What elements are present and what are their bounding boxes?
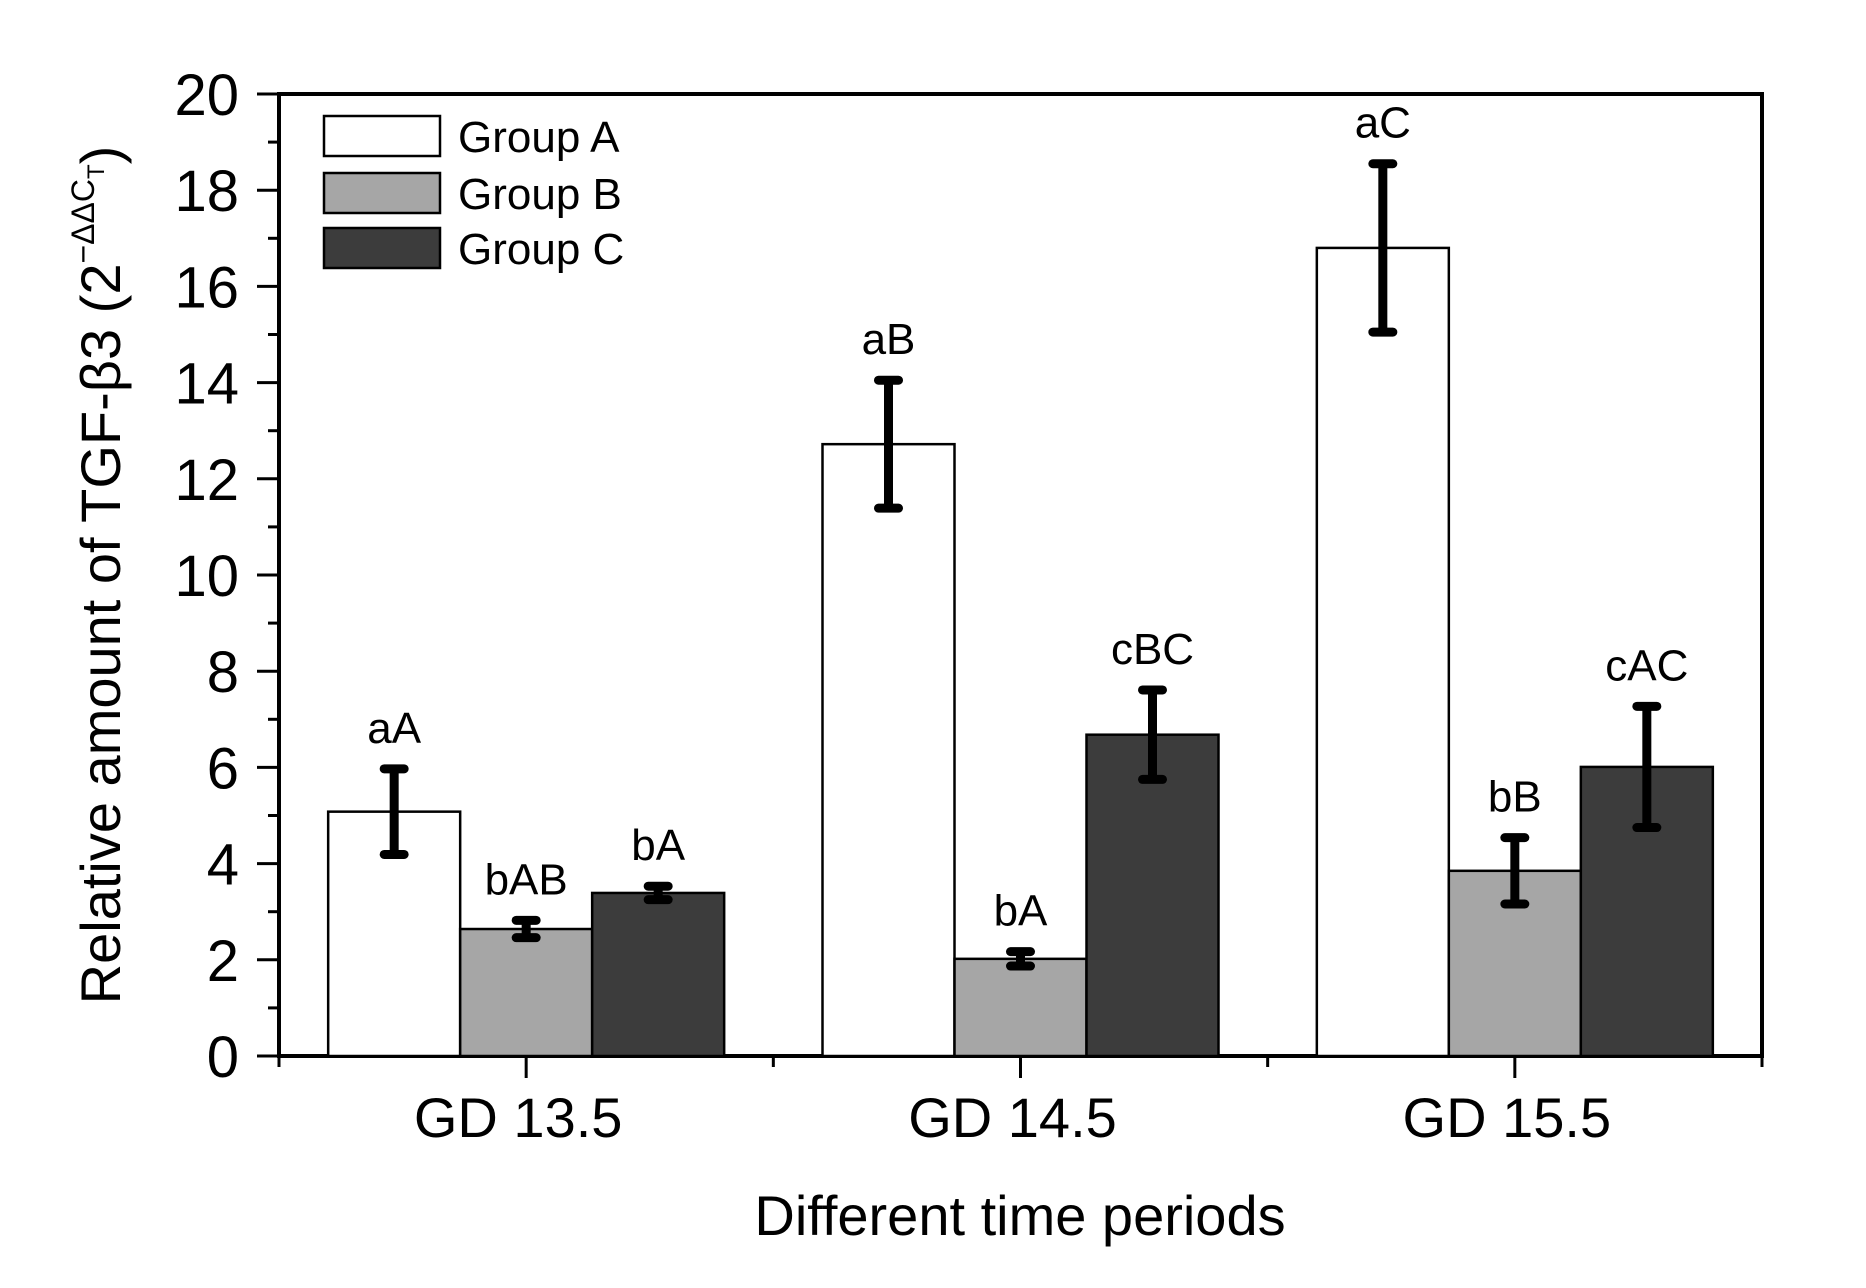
x-category-label: GD 13.5 <box>414 1086 623 1149</box>
legend-swatch <box>322 114 442 158</box>
y-tick-label: 20 <box>174 63 239 128</box>
bar <box>1315 246 1451 1058</box>
y-axis-title-main: Relative amount of TGF-β3 (2 <box>69 264 132 1005</box>
y-tick-label: 14 <box>174 352 239 417</box>
significance-label: cAC <box>1605 641 1688 690</box>
x-axis-title: Different time periods <box>754 1184 1285 1247</box>
significance-label: bA <box>631 821 685 870</box>
y-tick-label: 6 <box>207 736 239 801</box>
legend-swatch <box>322 171 442 215</box>
legend-label: Group A <box>458 113 620 162</box>
y-tick-label: 2 <box>207 929 239 994</box>
significance-label: bAB <box>485 855 568 904</box>
legend-swatch <box>322 226 442 270</box>
bar <box>953 957 1088 1058</box>
y-axis-title-superscript: −ΔΔC <box>65 179 101 264</box>
significance-label: aA <box>367 704 421 753</box>
y-tick-label: 18 <box>174 159 239 224</box>
y-axis-title: Relative amount of TGF-β3 (2−ΔΔCT) <box>65 146 132 1005</box>
error-bars <box>379 159 1662 971</box>
y-tick-label: 12 <box>174 448 239 513</box>
y-tick-label: 8 <box>207 640 239 705</box>
bar <box>1085 733 1220 1058</box>
y-tick-label: 0 <box>207 1025 239 1090</box>
x-category-label: GD 15.5 <box>1403 1086 1612 1149</box>
significance-annotations: aA bAB bA aB bA cBC aC bB cAC <box>367 99 1688 936</box>
y-tick-label: 16 <box>174 255 239 320</box>
legend-label: Group B <box>458 170 622 219</box>
legend-label: Group C <box>458 225 624 274</box>
bar <box>458 927 594 1058</box>
significance-label: bB <box>1488 773 1542 822</box>
legend: Group A Group B Group C <box>322 113 624 274</box>
y-axis-ticks: 0 2 4 6 8 10 12 14 16 18 20 <box>174 63 279 1090</box>
y-tick-label: 4 <box>207 833 239 898</box>
x-axis-ticks: GD 13.5 GD 14.5 GD 15.5 <box>277 1056 1764 1149</box>
y-tick-label: 10 <box>174 544 239 609</box>
bar <box>821 442 956 1058</box>
y-axis-title-close: ) <box>69 146 132 165</box>
y-axis-title-subscript: T <box>83 164 110 179</box>
x-category-label: GD 14.5 <box>908 1086 1117 1149</box>
significance-label: bA <box>994 887 1048 936</box>
significance-label: cBC <box>1111 625 1194 674</box>
significance-label: aB <box>862 315 916 364</box>
significance-label: aC <box>1355 99 1411 148</box>
bar <box>590 891 726 1058</box>
